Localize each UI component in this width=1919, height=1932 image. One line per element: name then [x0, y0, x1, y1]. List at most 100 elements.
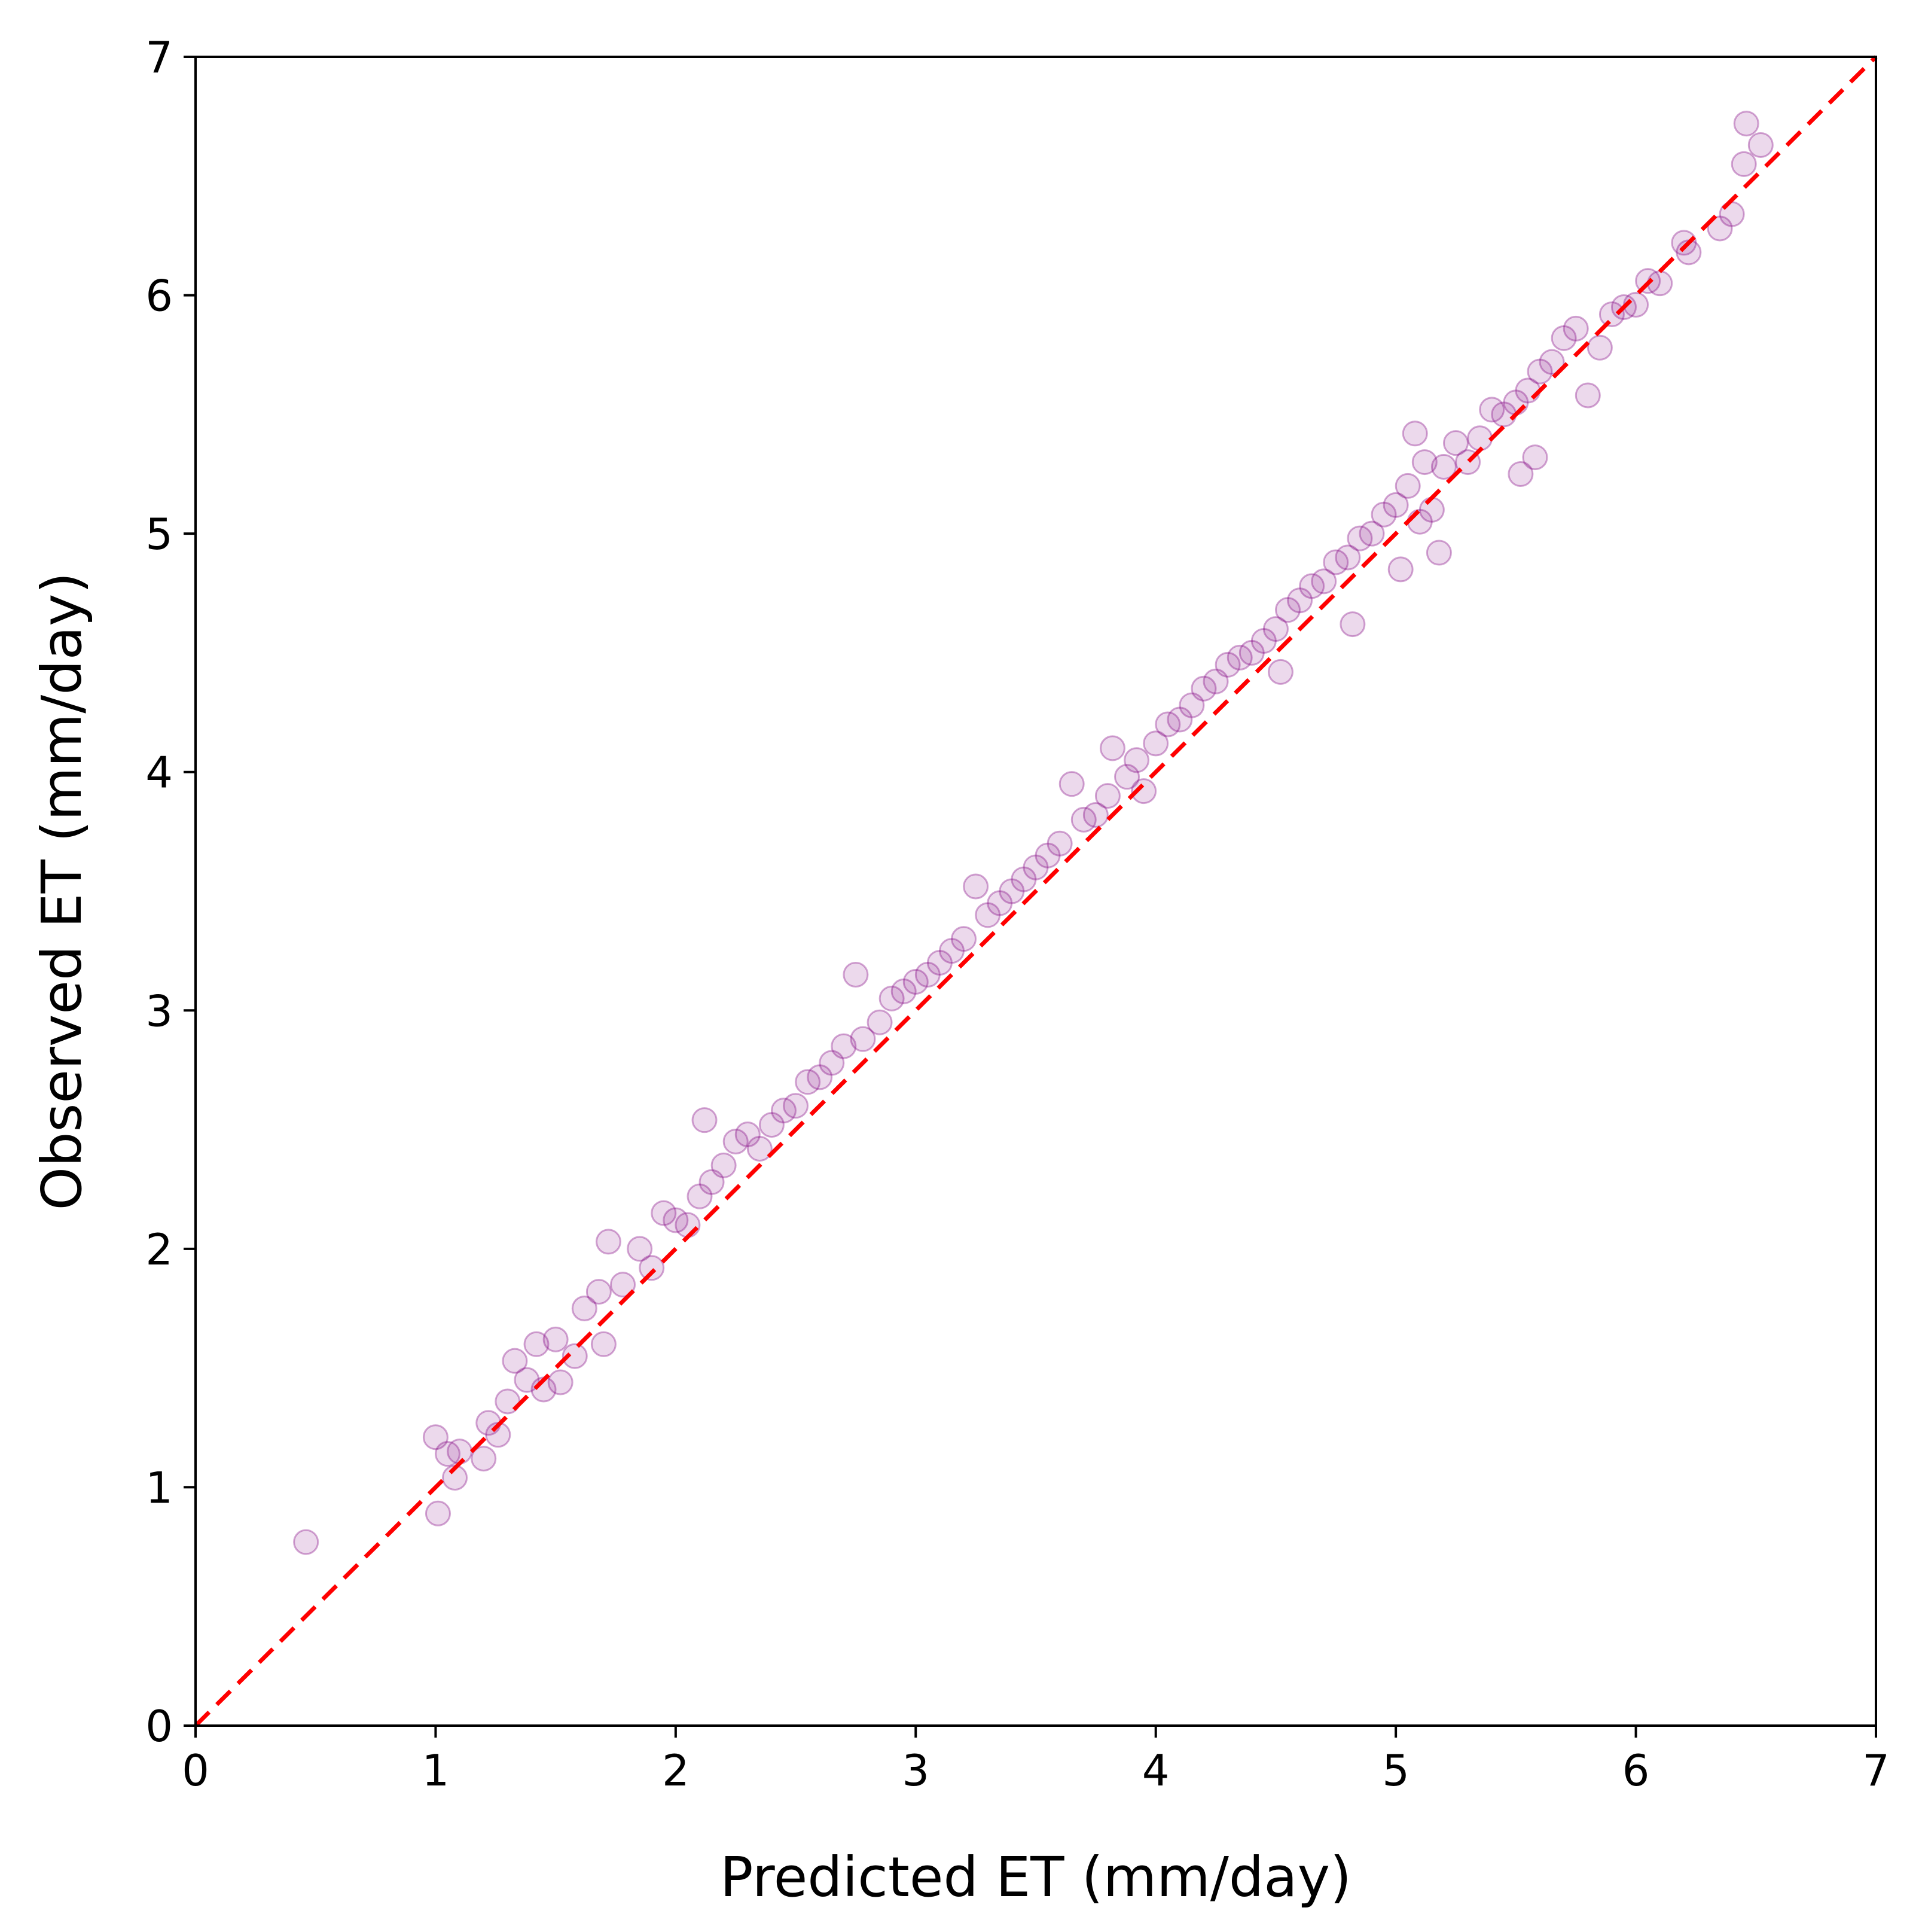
scatter-point: [963, 873, 989, 900]
scatter-point: [1114, 764, 1140, 790]
y-axis-title: Observed ET (mm/day): [30, 572, 94, 1211]
scatter-point: [1047, 830, 1073, 857]
scatter-point: [1598, 301, 1625, 327]
scatter-point: [562, 1343, 588, 1369]
scatter-point: [1335, 544, 1361, 571]
scatter-point: [698, 1169, 725, 1195]
scatter-point: [1191, 675, 1217, 702]
scatter-point: [639, 1255, 665, 1281]
scatter-point: [687, 1183, 713, 1209]
scatter-point: [902, 968, 929, 995]
scatter-point: [1143, 730, 1169, 757]
scatter-point: [1527, 358, 1553, 385]
scatter-point: [585, 1279, 612, 1305]
x-tick-label: 1: [422, 1745, 450, 1796]
scatter-point: [1430, 454, 1457, 480]
scatter-point: [1563, 315, 1589, 342]
scatter-point: [1340, 611, 1366, 638]
scatter-point: [1262, 616, 1289, 642]
scatter-point: [1155, 711, 1181, 738]
scatter-point: [878, 985, 905, 1011]
y-tick-label: 1: [145, 1462, 173, 1513]
x-tick-label: 7: [1862, 1745, 1890, 1796]
scatter-point: [1383, 492, 1409, 518]
scatter-point: [425, 1500, 451, 1526]
scatter-point: [710, 1152, 737, 1178]
scatter-point: [1124, 747, 1150, 773]
scatter-point: [867, 1009, 893, 1035]
y-tick-label: 3: [145, 986, 173, 1036]
scatter-point: [1411, 449, 1438, 476]
scatter-point: [1323, 549, 1349, 575]
scatter-point: [691, 1107, 718, 1133]
scatter-point: [1731, 151, 1757, 177]
scatter-point: [1094, 783, 1121, 809]
scatter-point: [523, 1331, 550, 1357]
scatter-point: [675, 1212, 701, 1238]
scatter-point: [1275, 597, 1301, 623]
scatter-point: [1395, 473, 1421, 499]
scatter-point: [1551, 325, 1577, 351]
x-axis-title: Predicted ET (mm/day): [720, 1845, 1351, 1909]
scatter-point: [1371, 501, 1397, 528]
scatter-point: [663, 1207, 689, 1233]
y-tick-label: 6: [145, 271, 173, 321]
scatter-point: [1467, 425, 1493, 452]
scatter-point: [1522, 444, 1548, 471]
scatter-point: [1707, 215, 1733, 242]
scatter-point: [807, 1064, 833, 1090]
scatter-point: [610, 1272, 636, 1298]
scatter-point: [595, 1229, 621, 1255]
plot-frame: [194, 56, 1877, 1727]
scatter-point: [627, 1236, 653, 1262]
x-axis-ticks: 0 1 2 3 4 5 6 7: [182, 1726, 1890, 1796]
y-axis-ticks: 0 1 2 3 4 5 6 7: [145, 32, 196, 1751]
scatter-point: [1070, 806, 1097, 833]
scatter-point: [939, 938, 965, 964]
scatter-point: [771, 1098, 797, 1124]
scatter-point: [547, 1369, 573, 1395]
x-tick-label: 4: [1142, 1745, 1170, 1796]
scatter-point: [435, 1441, 460, 1467]
scatter-point: [914, 962, 941, 988]
scatter-point: [926, 950, 953, 976]
y-tick-label: 2: [145, 1224, 173, 1275]
scatter-point: [850, 1026, 876, 1052]
scatter-point: [734, 1122, 761, 1148]
scatter-point: [1267, 659, 1293, 685]
scatter-point: [843, 962, 869, 988]
scatter-point: [975, 902, 1001, 928]
y-tick-label: 7: [145, 32, 173, 83]
x-tick-label: 6: [1622, 1745, 1650, 1796]
scatter-point: [1587, 334, 1613, 361]
scatter-point: [831, 1033, 857, 1059]
scatter-point: [1311, 568, 1337, 595]
scatter-point: [758, 1112, 785, 1138]
scatter-point: [1575, 382, 1601, 409]
scatter-point: [571, 1296, 597, 1321]
scatter-point: [987, 890, 1013, 916]
scatter-point: [1508, 461, 1534, 487]
scatter-point: [1426, 540, 1452, 566]
scatter-point: [1035, 842, 1061, 869]
y-tick-label: 5: [145, 509, 173, 559]
scatter-point: [1023, 854, 1049, 880]
scatter-point: [1443, 430, 1469, 456]
scatter-point: [1099, 735, 1125, 761]
scatter-point: [1131, 778, 1157, 805]
scatter-point: [514, 1367, 540, 1393]
scatter-point: [1402, 420, 1428, 447]
scatter-point: [1011, 866, 1037, 892]
scatter-point: [783, 1093, 809, 1119]
x-tick-label: 3: [902, 1745, 929, 1796]
scatter-point: [1539, 349, 1565, 375]
scatter-point: [542, 1326, 569, 1352]
scatter-point: [1179, 692, 1205, 718]
scatter-point: [1287, 587, 1313, 614]
scatter-point: [422, 1424, 449, 1450]
scatter-point: [819, 1050, 845, 1076]
scatter-point: [1250, 628, 1277, 654]
scatter-point: [1215, 651, 1241, 678]
scatter-point: [722, 1129, 749, 1154]
